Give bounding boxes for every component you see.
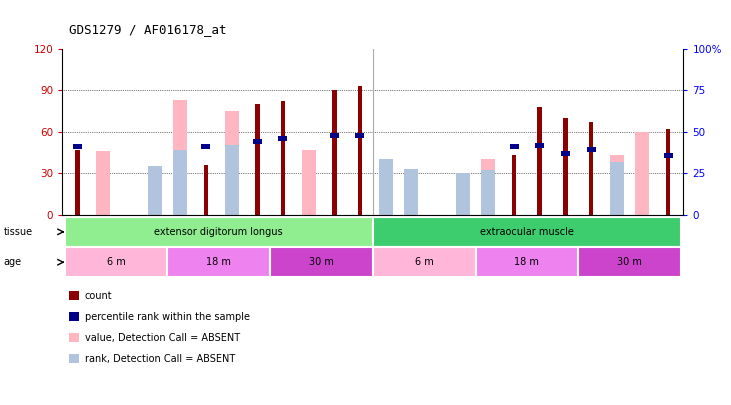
Text: value, Detection Call = ABSENT: value, Detection Call = ABSENT (85, 333, 240, 343)
Bar (588, 122, 594, 215)
Bar (535, 143, 544, 148)
Bar (279, 136, 287, 141)
Bar (561, 151, 570, 156)
Bar (510, 145, 518, 149)
Bar (148, 166, 162, 215)
Text: 6 m: 6 m (414, 257, 433, 267)
Text: age: age (4, 257, 22, 267)
Bar (512, 155, 516, 215)
Bar (481, 159, 496, 215)
Bar (666, 129, 670, 215)
Text: percentile rank within the sample: percentile rank within the sample (85, 312, 250, 322)
Text: count: count (85, 291, 113, 301)
Bar (302, 149, 316, 215)
Bar (330, 133, 338, 138)
Bar (586, 147, 596, 152)
Bar (65, 247, 167, 277)
Bar (253, 139, 262, 144)
Bar (578, 247, 681, 277)
Bar (481, 171, 496, 215)
Bar (173, 149, 187, 215)
Bar (610, 155, 624, 215)
Bar (355, 133, 365, 138)
Bar (332, 90, 336, 215)
Text: rank, Detection Call = ABSENT: rank, Detection Call = ABSENT (85, 354, 235, 364)
Bar (270, 247, 373, 277)
Bar (75, 149, 80, 215)
Bar (73, 145, 82, 149)
Bar (224, 145, 238, 215)
Bar (455, 177, 470, 215)
Bar (357, 86, 363, 215)
Text: 18 m: 18 m (515, 257, 539, 267)
Bar (204, 165, 208, 215)
Bar (404, 169, 418, 215)
Bar (373, 247, 475, 277)
Text: extraocular muscle: extraocular muscle (480, 227, 574, 237)
Text: GDS1279 / AF016178_at: GDS1279 / AF016178_at (69, 23, 227, 36)
Bar (281, 101, 285, 215)
Bar (664, 153, 673, 158)
Bar (224, 111, 238, 215)
Bar (563, 118, 568, 215)
Text: extensor digitorum longus: extensor digitorum longus (154, 227, 283, 237)
Text: tissue: tissue (4, 227, 33, 237)
Bar (537, 107, 542, 215)
Bar (202, 145, 211, 149)
Bar (635, 132, 649, 215)
Bar (379, 159, 393, 215)
Bar (96, 151, 110, 215)
Bar (610, 162, 624, 215)
Bar (167, 247, 270, 277)
Bar (475, 247, 578, 277)
Text: 30 m: 30 m (617, 257, 642, 267)
Bar (65, 217, 373, 247)
Bar (255, 104, 260, 215)
Bar (173, 100, 187, 215)
Text: 30 m: 30 m (309, 257, 334, 267)
Bar (373, 217, 681, 247)
Text: 6 m: 6 m (107, 257, 126, 267)
Text: 18 m: 18 m (206, 257, 231, 267)
Bar (404, 173, 418, 215)
Bar (455, 173, 470, 215)
